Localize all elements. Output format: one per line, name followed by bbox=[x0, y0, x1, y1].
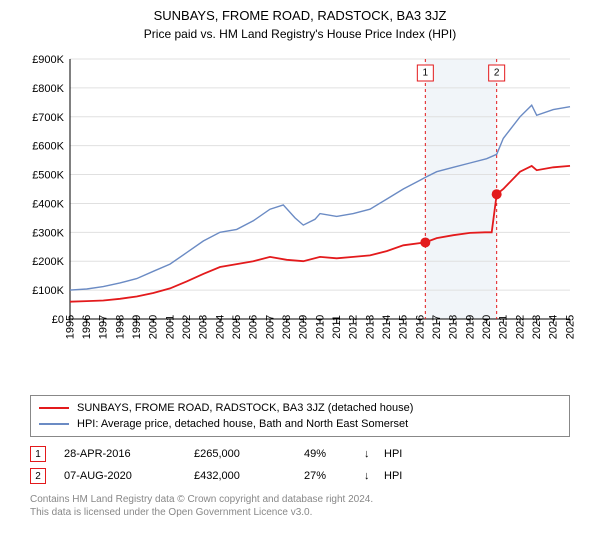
x-tick-label: 2019 bbox=[464, 315, 476, 339]
y-tick-label: £700K bbox=[32, 112, 64, 124]
shaded-region bbox=[425, 59, 496, 319]
y-tick-label: £600K bbox=[32, 141, 64, 153]
legend: SUNBAYS, FROME ROAD, RADSTOCK, BA3 3JZ (… bbox=[30, 395, 570, 437]
legend-swatch bbox=[39, 407, 69, 409]
event-row: 1 28-APR-2016£265,00049%↓HPI bbox=[30, 443, 570, 465]
chart-container: SUNBAYS, FROME ROAD, RADSTOCK, BA3 3JZ P… bbox=[0, 0, 600, 527]
x-tick-label: 2023 bbox=[531, 315, 543, 339]
x-tick-label: 2003 bbox=[198, 315, 210, 339]
event-marker-dot bbox=[420, 237, 430, 247]
x-tick-label: 2021 bbox=[498, 315, 510, 339]
x-tick-label: 2016 bbox=[414, 315, 426, 339]
footer-line2: This data is licensed under the Open Gov… bbox=[30, 506, 570, 519]
x-tick-label: 1997 bbox=[98, 315, 110, 339]
y-tick-label: £200K bbox=[32, 256, 64, 268]
event-hpi-label: HPI bbox=[384, 470, 424, 482]
x-tick-label: 2020 bbox=[481, 315, 493, 339]
x-tick-label: 2001 bbox=[164, 315, 176, 339]
legend-item: HPI: Average price, detached house, Bath… bbox=[39, 416, 561, 432]
event-date: 28-APR-2016 bbox=[64, 448, 194, 460]
legend-label: SUNBAYS, FROME ROAD, RADSTOCK, BA3 3JZ (… bbox=[77, 402, 413, 414]
event-price: £432,000 bbox=[194, 470, 304, 482]
y-tick-label: £100K bbox=[32, 285, 64, 297]
event-price: £265,000 bbox=[194, 448, 304, 460]
y-tick-label: £900K bbox=[32, 54, 64, 66]
x-tick-label: 2000 bbox=[148, 315, 160, 339]
x-tick-label: 2012 bbox=[348, 315, 360, 339]
x-tick-label: 2022 bbox=[514, 315, 526, 339]
x-tick-label: 2009 bbox=[298, 315, 310, 339]
x-tick-label: 2015 bbox=[398, 315, 410, 339]
title-address: SUNBAYS, FROME ROAD, RADSTOCK, BA3 3JZ bbox=[0, 8, 600, 23]
x-tick-label: 2006 bbox=[248, 315, 260, 339]
x-tick-label: 2005 bbox=[231, 315, 243, 339]
event-pct: 49% bbox=[304, 448, 364, 460]
x-tick-label: 1999 bbox=[131, 315, 143, 339]
event-marker-box: 1 bbox=[30, 446, 46, 462]
chart-svg: £0 £100K £200K £300K £400K £500K £600K £700K £80… bbox=[20, 49, 580, 389]
event-date: 07-AUG-2020 bbox=[64, 470, 194, 482]
y-tick-label: £800K bbox=[32, 83, 64, 95]
legend-label: HPI: Average price, detached house, Bath… bbox=[77, 418, 408, 430]
x-tick-label: 1996 bbox=[81, 315, 93, 339]
title-subtitle: Price paid vs. HM Land Registry's House … bbox=[0, 27, 600, 41]
legend-swatch bbox=[39, 423, 69, 425]
event-marker-box-label: 2 bbox=[494, 68, 500, 79]
x-tick-label: 2017 bbox=[431, 315, 443, 339]
y-tick-label: £0 bbox=[52, 314, 64, 326]
event-marker-dot bbox=[492, 189, 502, 199]
event-pct: 27% bbox=[304, 470, 364, 482]
event-marker-box: 2 bbox=[30, 468, 46, 484]
legend-item: SUNBAYS, FROME ROAD, RADSTOCK, BA3 3JZ (… bbox=[39, 400, 561, 416]
event-hpi-label: HPI bbox=[384, 448, 424, 460]
x-tick-label: 2004 bbox=[214, 315, 226, 339]
chart-area: £0 £100K £200K £300K £400K £500K £600K £700K £80… bbox=[20, 49, 580, 389]
x-tick-label: 2008 bbox=[281, 315, 293, 339]
event-arrow: ↓ bbox=[364, 470, 384, 482]
event-row: 2 07-AUG-2020£432,00027%↓HPI bbox=[30, 465, 570, 487]
title-block: SUNBAYS, FROME ROAD, RADSTOCK, BA3 3JZ P… bbox=[0, 0, 600, 45]
x-tick-label: 2025 bbox=[564, 315, 576, 339]
x-tick-label: 1998 bbox=[114, 315, 126, 339]
events-table: 1 28-APR-2016£265,00049%↓HPI 2 07-AUG-2020£… bbox=[30, 443, 570, 487]
x-tick-label: 2014 bbox=[381, 315, 393, 339]
y-tick-label: £500K bbox=[32, 170, 64, 182]
event-marker-box-label: 1 bbox=[423, 68, 429, 79]
y-tick-label: £300K bbox=[32, 227, 64, 239]
x-tick-label: 2002 bbox=[181, 315, 193, 339]
x-tick-label: 2018 bbox=[448, 315, 460, 339]
footer: Contains HM Land Registry data © Crown c… bbox=[30, 493, 570, 527]
footer-line1: Contains HM Land Registry data © Crown c… bbox=[30, 493, 570, 506]
event-arrow: ↓ bbox=[364, 448, 384, 460]
x-tick-label: 2007 bbox=[264, 315, 276, 339]
y-tick-label: £400K bbox=[32, 198, 64, 210]
x-tick-label: 2010 bbox=[314, 315, 326, 339]
x-tick-label: 2013 bbox=[364, 315, 376, 339]
x-tick-label: 2024 bbox=[548, 315, 560, 339]
